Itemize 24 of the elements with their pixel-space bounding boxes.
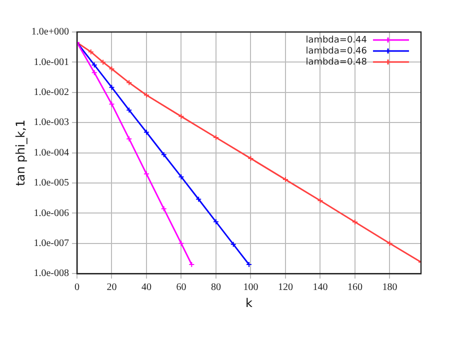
x-tick-label: 80 [210, 282, 221, 294]
x-tick-label: 160 [347, 282, 362, 294]
x-tick-label: 60 [176, 282, 186, 294]
legend-label: lambda=0.46 [306, 46, 368, 56]
x-tick-label: 0 [74, 282, 80, 294]
y-axis-title: tan phi_k,1 [13, 120, 28, 186]
y-tick-label: 1.0e-007 [34, 238, 69, 250]
y-tick-label: 1.0e-008 [34, 268, 69, 280]
x-tick-label: 20 [106, 282, 117, 294]
x-tick-label: 100 [243, 282, 258, 294]
legend-label: lambda=0.44 [306, 35, 368, 46]
y-tick-label: 1.0e-002 [34, 87, 69, 98]
x-tick-label: 40 [141, 282, 152, 294]
y-tick-label: 1.0e-001 [34, 56, 69, 68]
x-tick-label: 120 [278, 282, 293, 294]
x-tick-label: 180 [382, 282, 398, 294]
legend-label: lambda=0.48 [306, 57, 368, 68]
y-tick-label: 1.0e+000 [31, 26, 69, 38]
x-axis-title: k [246, 296, 253, 310]
y-tick-label: 1.0e-006 [34, 208, 69, 219]
y-tick-label: 1.0e-003 [34, 117, 69, 128]
y-tick-label: 1.0e-004 [34, 147, 69, 158]
y-tick-label: 1.0e-005 [34, 178, 69, 189]
x-tick-label: 140 [312, 282, 328, 294]
